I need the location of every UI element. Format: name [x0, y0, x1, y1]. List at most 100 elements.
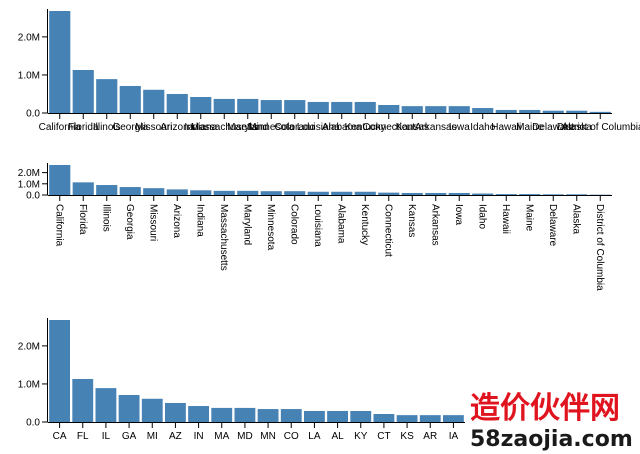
- x-tick-label: KY: [354, 431, 368, 442]
- bar: [495, 109, 517, 113]
- x-tick-label: Georgia: [124, 204, 135, 240]
- x-tick-label: District of Columbia: [557, 122, 640, 133]
- x-tick-label: Illinois: [93, 122, 121, 133]
- bar: [566, 110, 588, 113]
- x-tick-label: Massachusetts: [218, 204, 229, 271]
- x-tick-label: Massachusetts: [191, 122, 258, 133]
- x-tick-label: Delaware: [532, 122, 575, 133]
- x-tick-label: Illinois: [100, 204, 111, 232]
- x-tick-label: Missouri: [135, 122, 172, 133]
- x-tick-label: Arizona: [160, 122, 194, 133]
- x-tick-label: Alaska: [570, 204, 581, 234]
- bar: [519, 194, 541, 195]
- x-tick-label: Minnesota: [265, 204, 276, 251]
- bar: [425, 192, 447, 195]
- bar: [188, 406, 210, 422]
- x-tick-label: Alaska: [562, 122, 592, 133]
- y-tick-label: 0.0: [26, 418, 40, 429]
- bar: [472, 108, 494, 113]
- x-tick-label: Hawaii: [491, 122, 521, 133]
- x-tick-label: Connecticut: [382, 204, 393, 257]
- bar: [96, 79, 118, 113]
- y-tick-label: 0.0: [26, 191, 40, 202]
- bar: [72, 378, 94, 422]
- x-tick-label: Indiana: [194, 204, 205, 237]
- bar: [419, 415, 441, 422]
- y-tick-label: 0.0: [26, 109, 40, 120]
- bar: [307, 101, 329, 113]
- x-tick-label: District of Columbia: [594, 204, 605, 291]
- bar: [213, 98, 235, 113]
- x-tick-label: Arkansas: [415, 122, 457, 133]
- x-tick-label: Kansas: [396, 122, 429, 133]
- bar: [49, 165, 71, 195]
- bar: [234, 407, 256, 422]
- bar: [164, 402, 186, 422]
- x-tick-label: CA: [53, 431, 67, 442]
- bar: [284, 100, 306, 113]
- x-tick-label: Idaho: [476, 204, 487, 229]
- bar: [566, 194, 588, 195]
- x-tick-label: Missouri: [147, 204, 158, 241]
- x-tick-label: Kentucky: [359, 204, 370, 245]
- x-tick-label: Kansas: [406, 204, 417, 237]
- x-tick-label: Delaware: [547, 204, 558, 247]
- x-tick-label: MN: [260, 431, 276, 442]
- bar: [373, 414, 395, 422]
- x-tick-label: Idaho: [470, 122, 495, 133]
- bar: [589, 111, 611, 113]
- x-tick-label: IN: [194, 431, 204, 442]
- bar: [260, 100, 282, 113]
- x-tick-label: AL: [331, 431, 344, 442]
- bar: [72, 182, 94, 195]
- x-tick-label: AR: [423, 431, 437, 442]
- bar: [350, 410, 372, 422]
- bar: [425, 106, 447, 113]
- bar: [401, 192, 423, 195]
- bar: [472, 193, 494, 195]
- x-tick-label: LA: [308, 431, 321, 442]
- x-tick-label: Maine: [523, 204, 534, 232]
- bar: [119, 187, 141, 195]
- x-tick-label: Maryland: [227, 122, 268, 133]
- x-tick-label: AZ: [169, 431, 182, 442]
- x-tick-label: Kentucky: [345, 122, 386, 133]
- bar: [284, 191, 306, 195]
- bar: [190, 190, 212, 195]
- x-tick-label: Florida: [68, 122, 99, 133]
- bar: [442, 415, 464, 422]
- bar: [542, 194, 564, 195]
- bar: [96, 185, 118, 195]
- x-tick-label: IA: [449, 431, 459, 442]
- x-tick-label: Louisiana: [297, 122, 340, 133]
- bar: [519, 109, 541, 113]
- bar: [448, 106, 470, 113]
- x-tick-label: Colorado: [274, 122, 315, 133]
- x-tick-label: Louisiana: [312, 204, 323, 247]
- x-tick-label: MI: [147, 431, 158, 442]
- bar: [49, 320, 71, 422]
- x-tick-label: Maine: [516, 122, 544, 133]
- watermark-name: 造价伙伴网: [470, 391, 620, 426]
- bar: [237, 98, 259, 113]
- bar: [448, 192, 470, 195]
- y-tick-label: 1.0M: [18, 70, 40, 81]
- x-tick-label: IL: [102, 431, 111, 442]
- bar: [401, 106, 423, 113]
- bar: [378, 192, 400, 195]
- x-tick-label: Arizona: [171, 204, 182, 238]
- bar: [303, 410, 325, 422]
- y-tick-label: 2.0M: [18, 341, 40, 352]
- bar: [190, 97, 212, 113]
- bar: [354, 191, 376, 195]
- x-tick-label: CO: [284, 431, 299, 442]
- x-tick-label: Hawaii: [500, 204, 511, 234]
- bar: [307, 191, 329, 195]
- bar: [166, 189, 188, 195]
- bar: [354, 101, 376, 113]
- x-tick-label: MD: [237, 431, 253, 442]
- bar: [331, 191, 353, 195]
- bar: [542, 110, 564, 113]
- x-tick-label: Georgia: [112, 122, 148, 133]
- x-tick-label: California: [39, 122, 82, 133]
